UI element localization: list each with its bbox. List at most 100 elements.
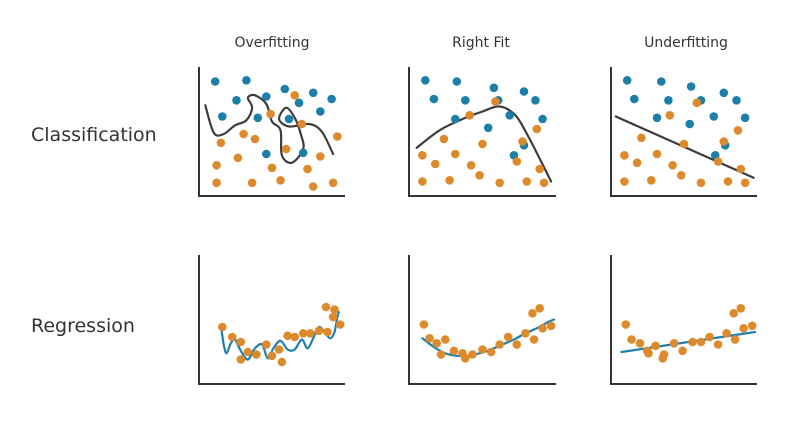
panel-regression-overfitting (198, 255, 345, 385)
data-point (252, 350, 261, 359)
data-point (730, 335, 740, 344)
orange-point (495, 178, 505, 188)
orange-point (297, 119, 307, 129)
data-point (546, 321, 556, 331)
data-point (688, 337, 697, 347)
row-title-classification: Classification (31, 124, 157, 146)
orange-point (512, 157, 522, 166)
orange-point (439, 134, 449, 144)
orange-point (733, 126, 743, 135)
orange-point (535, 164, 544, 174)
orange-point (518, 137, 527, 146)
axes (408, 67, 556, 197)
orange-point (620, 177, 629, 186)
orange-point (266, 109, 275, 119)
data-point (335, 320, 345, 329)
blue-point (519, 87, 529, 96)
orange-point (303, 164, 312, 174)
panel-classification-underfitting (610, 67, 757, 197)
blue-point (505, 111, 514, 120)
orange-point (676, 171, 686, 180)
data-point (290, 332, 300, 342)
data-point (696, 337, 706, 347)
blue-point (657, 77, 666, 86)
data-point (243, 347, 253, 357)
orange-point (239, 129, 248, 139)
row-title-regression: Regression (31, 315, 135, 337)
data-point (486, 347, 496, 357)
data-point (227, 332, 237, 342)
orange-point (445, 176, 454, 185)
data-point (306, 329, 315, 338)
data-point (468, 350, 477, 359)
panel-classification-right-fit (408, 67, 556, 197)
blue-point (685, 119, 694, 129)
data-point (298, 329, 308, 338)
decision-boundary (415, 105, 553, 183)
orange-point (665, 111, 675, 120)
orange-point (478, 139, 487, 149)
data-point (267, 351, 277, 361)
blue-point (664, 96, 673, 105)
blue-point (327, 94, 336, 104)
blue-point (461, 96, 470, 105)
panel-classification-overfitting (198, 67, 345, 197)
data-point (512, 340, 522, 349)
orange-point (333, 132, 342, 141)
blue-point (732, 96, 741, 105)
blue-point (630, 94, 639, 104)
orange-point (466, 161, 476, 170)
blue-point (740, 113, 750, 123)
blue-point (210, 77, 220, 86)
data-point (432, 339, 442, 348)
decision-boundary (204, 93, 335, 165)
data-point (236, 355, 246, 364)
blue-point (622, 76, 632, 85)
blue-point (253, 113, 263, 123)
data-point (314, 326, 324, 336)
data-point (621, 320, 631, 329)
panel-regression-underfitting (610, 255, 757, 385)
blue-point (452, 77, 462, 86)
blue-point (652, 113, 662, 123)
data-point (644, 349, 653, 358)
orange-point (620, 151, 629, 160)
orange-point (696, 178, 706, 188)
data-point (236, 337, 246, 347)
blue-point (531, 96, 540, 105)
blue-point (538, 114, 547, 124)
panel-regression-right-fit (408, 255, 556, 385)
data-point (729, 309, 738, 318)
blue-point (719, 88, 729, 98)
data-point (461, 354, 470, 363)
data-point (328, 312, 338, 322)
orange-point (233, 153, 243, 163)
orange-point (418, 151, 427, 160)
blue-point (483, 123, 493, 133)
orange-point (522, 177, 532, 186)
data-point (635, 339, 645, 348)
orange-point (740, 178, 750, 188)
data-point (739, 324, 748, 333)
column-title-underfitting: Underfitting (644, 35, 728, 51)
data-point (283, 331, 292, 341)
orange-point (250, 134, 260, 144)
blue-point (242, 76, 251, 85)
axes (408, 255, 556, 385)
data-point (529, 335, 539, 344)
orange-point (637, 133, 646, 143)
orange-point (290, 91, 300, 100)
axes (198, 67, 345, 197)
blue-point (262, 92, 271, 101)
orange-point (692, 98, 702, 108)
orange-point (308, 182, 318, 191)
data-point (425, 334, 434, 343)
data-point (678, 346, 687, 356)
orange-point (212, 178, 221, 188)
data-point (449, 346, 459, 356)
data-point (736, 304, 746, 313)
blue-point (232, 96, 241, 105)
orange-point (216, 138, 226, 148)
data-point (722, 329, 731, 338)
orange-point (647, 176, 656, 185)
